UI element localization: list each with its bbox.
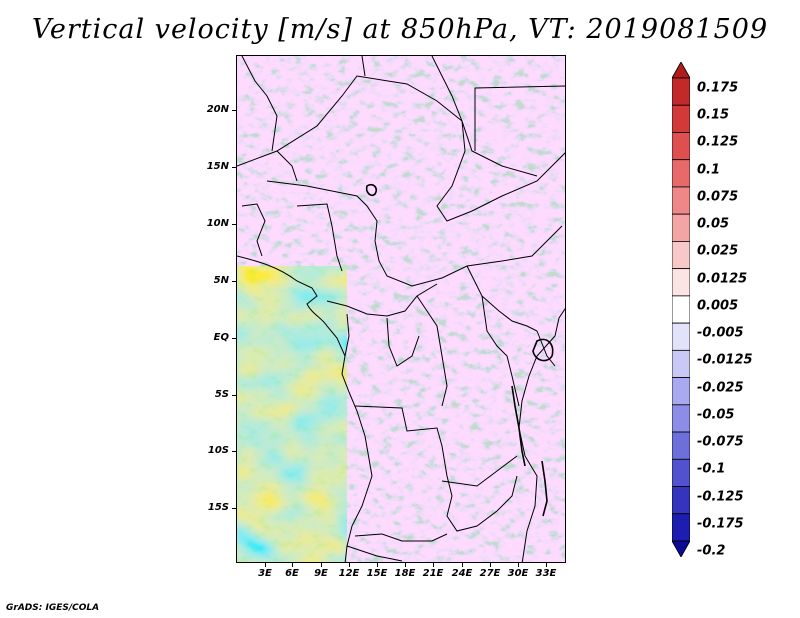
- lon-tick: [321, 563, 322, 567]
- colorbar-cap-bottom: [672, 540, 690, 557]
- border-niger-chad: [361, 56, 565, 177]
- lon-tick: [546, 563, 547, 567]
- vertical-velocity-map: [236, 55, 566, 563]
- colorbar-segment: [672, 458, 690, 487]
- border-congo: [326, 283, 448, 407]
- colorbar-segment: [672, 132, 690, 161]
- colorbar-segment: [672, 377, 690, 406]
- lon-tick: [265, 563, 266, 567]
- lon-label-6e: 6E: [285, 568, 299, 579]
- lat-tick: [232, 167, 236, 168]
- lake-malawi: [541, 460, 548, 517]
- border-sahara: [237, 75, 565, 222]
- colorbar-label: -0.005: [697, 325, 744, 341]
- lon-label-9e: 9E: [314, 568, 328, 579]
- colorbar-label: 0.125: [697, 134, 739, 150]
- country-borders: [237, 56, 565, 562]
- lon-tick: [518, 563, 519, 567]
- colorbar-label: -0.175: [697, 516, 744, 532]
- lat-label-15s: 15S: [207, 502, 229, 513]
- colorbar-label: -0.2: [697, 543, 726, 559]
- lat-tick: [232, 281, 236, 282]
- colorbar-segment: [672, 295, 690, 324]
- border-central: [266, 180, 563, 287]
- lon-tick: [349, 563, 350, 567]
- colorbar-label: 0.025: [697, 243, 739, 259]
- colorbar-label: 0.005: [697, 298, 739, 314]
- lon-tick: [292, 563, 293, 567]
- lon-tick: [377, 563, 378, 567]
- colorbar-label: 0.05: [697, 216, 730, 232]
- lat-label-15n: 15N: [206, 161, 229, 172]
- lat-tick: [232, 508, 236, 509]
- colorbar: [672, 62, 690, 557]
- chart-title: Vertical velocity [m/s] at 850hPa, VT: 2…: [31, 14, 769, 45]
- lat-label-20n: 20N: [206, 104, 229, 115]
- colorbar-segment: [672, 322, 690, 351]
- lon-tick: [405, 563, 406, 567]
- lat-tick: [232, 395, 236, 396]
- lake-chad: [365, 183, 378, 197]
- lon-label-27e: 27E: [479, 568, 501, 579]
- lat-label-5n: 5N: [213, 275, 229, 286]
- lon-tick: [490, 563, 491, 567]
- lat-label-10s: 10S: [207, 445, 229, 456]
- colorbar-segment: [672, 513, 690, 542]
- colorbar-label: -0.0125: [697, 352, 753, 368]
- lat-label-10n: 10N: [206, 218, 229, 229]
- colorbar-segment: [672, 241, 690, 270]
- border-west-interior: [241, 56, 343, 272]
- lon-tick: [462, 563, 463, 567]
- lon-label-15e: 15E: [366, 568, 388, 579]
- lat-tick: [232, 224, 236, 225]
- colorbar-segment: [672, 77, 690, 106]
- lat-label-5s: 5S: [214, 389, 229, 400]
- map-canvas: [237, 56, 565, 562]
- lake-tanganyika: [511, 385, 526, 467]
- lat-label-eq: EQ: [213, 332, 229, 343]
- lon-label-33e: 33E: [535, 568, 557, 579]
- lon-label-18e: 18E: [394, 568, 416, 579]
- colorbar-label: 0.15: [697, 107, 730, 123]
- coastline-west-africa: [237, 255, 373, 562]
- lon-label-21e: 21E: [422, 568, 444, 579]
- lon-label-30e: 30E: [507, 568, 529, 579]
- lon-label-12e: 12E: [338, 568, 360, 579]
- colorbar-segment: [672, 213, 690, 242]
- lake-victoria: [532, 338, 554, 362]
- lakes: [365, 183, 554, 517]
- colorbar-cap-top: [672, 62, 690, 79]
- colorbar-label: -0.075: [697, 434, 744, 450]
- colorbar-segment: [672, 431, 690, 460]
- lat-tick: [232, 110, 236, 111]
- lat-tick: [232, 451, 236, 452]
- colorbar-segment: [672, 404, 690, 433]
- colorbar-label: 0.175: [697, 80, 739, 96]
- colorbar-label: -0.05: [697, 407, 735, 423]
- lon-label-24e: 24E: [451, 568, 473, 579]
- velocity-field-ocean: [237, 266, 347, 562]
- lon-tick: [433, 563, 434, 567]
- colorbar-label: 0.075: [697, 189, 739, 205]
- colorbar-label: -0.025: [697, 380, 744, 396]
- colorbar-label: 0.0125: [697, 271, 748, 287]
- colorbar-segment: [672, 104, 690, 133]
- colorbar-segment: [672, 268, 690, 297]
- colorbar-label: -0.125: [697, 489, 744, 505]
- lon-label-3e: 3E: [258, 568, 272, 579]
- colorbar-label: 0.1: [697, 162, 721, 178]
- colorbar-segment: [672, 486, 690, 515]
- colorbar-segment: [672, 186, 690, 215]
- lat-tick: [232, 338, 236, 339]
- colorbar-label: -0.1: [697, 461, 726, 477]
- border-south: [346, 405, 518, 562]
- grads-credit: GrADS: IGES/COLA: [6, 603, 100, 613]
- colorbar-segment: [672, 349, 690, 378]
- colorbar-segment: [672, 159, 690, 188]
- coastline-east-africa: [518, 308, 565, 562]
